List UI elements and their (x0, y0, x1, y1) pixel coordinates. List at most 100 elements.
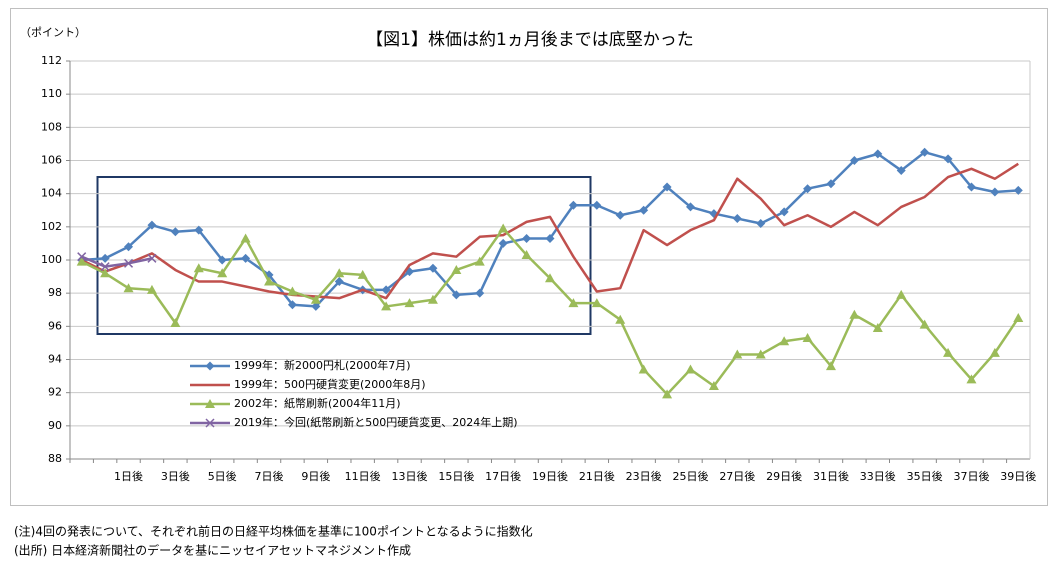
point (170, 227, 180, 237)
x-tick-label: 5日後 (208, 469, 237, 483)
legend-marker (205, 418, 215, 428)
chart-title: 【図1】株価は約1ヵ月後までは底堅かった (366, 30, 694, 50)
x-tick-label: 9日後 (301, 469, 330, 483)
point (592, 200, 602, 210)
series-line (81, 227, 1020, 396)
point (779, 207, 789, 217)
point (803, 184, 813, 194)
x-tick-label: 29日後 (766, 469, 802, 483)
point (849, 309, 860, 319)
point (240, 233, 251, 243)
point (521, 250, 532, 260)
point (638, 364, 649, 374)
point (825, 361, 836, 371)
x-tick-label: 3日後 (161, 469, 190, 483)
x-tick-label: 19日後 (532, 469, 568, 483)
y-tick-label: 92 (48, 386, 62, 399)
x-tick-label: 11日後 (345, 469, 381, 483)
point (76, 256, 87, 266)
point (474, 256, 485, 266)
point (849, 156, 859, 165)
point (779, 336, 790, 346)
point (545, 273, 555, 283)
point (662, 182, 672, 192)
source: (出所) 日本経済新聞社のデータを基にニッセイアセットマネジメント作成 (14, 543, 411, 558)
legend-label: 2019年：今回(紙幣刷新と500円硬貨変更、2024年上期) (234, 415, 518, 429)
point (241, 253, 251, 263)
point (1013, 185, 1023, 195)
point (708, 381, 719, 391)
y-tick-label: 98 (48, 286, 62, 299)
point (404, 298, 415, 308)
point (896, 165, 906, 175)
series-line (81, 162, 1019, 300)
point (334, 277, 344, 287)
series-line (81, 255, 153, 268)
point (990, 187, 1000, 197)
point (756, 219, 766, 229)
x-tick-label: 31日後 (813, 469, 849, 483)
y-tick-label: 108 (41, 120, 62, 133)
point (545, 233, 555, 243)
point (826, 179, 836, 189)
legend-label: 2002年：紙幣刷新(2004年11月) (234, 396, 401, 410)
point (989, 347, 1000, 357)
point (124, 258, 134, 268)
point (920, 147, 930, 157)
point (872, 322, 883, 332)
point (100, 262, 110, 272)
point (310, 294, 321, 304)
point (217, 255, 227, 265)
point (123, 283, 134, 293)
point (873, 149, 883, 159)
x-tick-label: 15日後 (438, 469, 474, 483)
point (427, 294, 438, 304)
point (77, 252, 87, 262)
point (100, 253, 110, 263)
series-line (81, 150, 1019, 308)
point (943, 154, 953, 164)
point (498, 223, 509, 233)
point (217, 268, 228, 278)
x-tick-label: 39日後 (1000, 469, 1036, 483)
legend-label: 1999年：500円硬貨変更(2000年8月) (234, 377, 426, 391)
point (896, 289, 907, 299)
x-tick-label: 1日後 (114, 469, 143, 483)
point (755, 349, 766, 359)
y-tick-label: 94 (48, 353, 62, 366)
x-tick-label: 13日後 (392, 469, 428, 483)
point (498, 238, 508, 248)
point (170, 318, 181, 328)
point (264, 276, 275, 286)
y-tick-label: 88 (48, 452, 62, 465)
point (662, 389, 673, 399)
x-tick-label: 23日後 (626, 469, 662, 483)
point (451, 264, 462, 274)
point (732, 214, 742, 224)
y-tick-label: 110 (41, 87, 62, 100)
point (357, 269, 368, 279)
point (685, 202, 695, 212)
point (287, 300, 297, 310)
legend-marker (205, 399, 215, 408)
point (919, 319, 930, 329)
point (1013, 313, 1024, 323)
y-tick-label: 104 (41, 187, 62, 200)
point (381, 301, 392, 311)
highlight-box (96, 176, 592, 335)
point (194, 225, 204, 235)
x-tick-label: 17日後 (485, 469, 521, 483)
point (615, 210, 625, 220)
x-tick-label: 7日後 (255, 469, 284, 483)
point (381, 285, 391, 295)
point (568, 200, 578, 210)
point (802, 332, 813, 342)
point (522, 233, 532, 243)
point (147, 220, 157, 230)
point (615, 314, 626, 324)
point (100, 268, 111, 278)
point (966, 182, 976, 192)
point (334, 268, 345, 278)
point (475, 288, 485, 298)
point (146, 284, 157, 294)
